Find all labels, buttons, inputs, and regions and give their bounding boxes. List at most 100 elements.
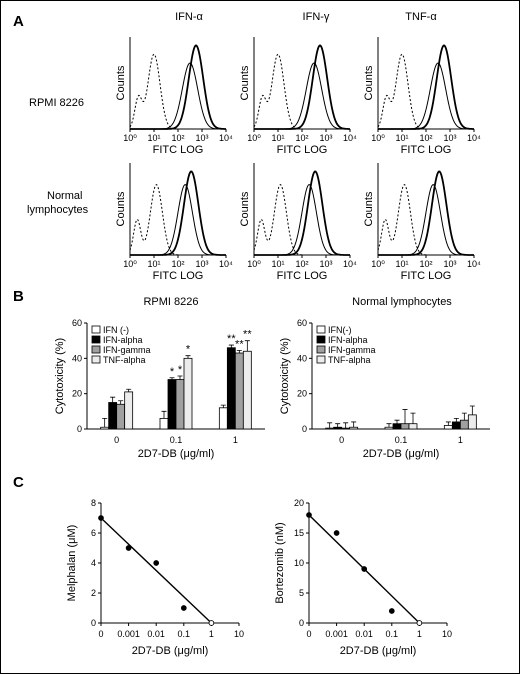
data-point-0: [98, 515, 104, 521]
chart-b-right-title: Normal lymphocytes: [352, 296, 452, 308]
panel-label-b: B: [13, 288, 24, 305]
error-bar: [469, 405, 475, 415]
histogram-ylabel: Counts: [239, 65, 251, 100]
x-tick-label: 1: [209, 629, 214, 639]
legend-label-tnf-alpha: TNF-alpha: [103, 355, 146, 365]
x-tick-label: 0.1: [386, 629, 399, 639]
legend-swatch-ifn: [316, 325, 326, 334]
histogram-ylabel: Counts: [115, 65, 127, 100]
x-tick-label: 0.1: [170, 435, 183, 445]
histogram-tick-label: 10³: [195, 259, 208, 269]
histogram-antigen-curve-bold: [130, 44, 226, 130]
histogram-tick-label: 10³: [319, 133, 332, 143]
histogram-antigen-curve-bold: [378, 44, 474, 130]
legend-label-ifn-alpha: IFN-alpha: [328, 335, 368, 345]
histogram-r1-c2: 10⁰ 10¹ 10² 10³ 10⁴ FITC LOG Counts: [239, 37, 357, 156]
hist-row-label-normal-lymphocytes: Normal lymphocytes: [27, 190, 89, 216]
bar-ifn-alpha-0-1: [167, 379, 177, 430]
data-point-1: [208, 620, 215, 626]
bar-tnf-alpha-0-1: [408, 423, 418, 430]
scatter-axes: [308, 503, 447, 624]
bar-ifn-0: [325, 427, 335, 430]
hist-col-title-tnf-alpha: TNF-α: [405, 11, 437, 23]
bar-tnf-alpha-0: [124, 391, 134, 430]
histogram-xlabel: FITC LOG: [401, 270, 452, 282]
error-bar: [185, 355, 191, 359]
histogram-antigen-curve-bold: [254, 170, 350, 256]
y-tick-label: 0: [299, 618, 304, 628]
scatter-axes: [100, 503, 239, 624]
y-axis-label: Cytotoxicity (%): [54, 338, 66, 414]
x-tick-label: 0.1: [178, 629, 191, 639]
chart-b-right: 0 20 40 60 Cytotoxicity (%) 0 0.1 1 IFN(-)IFN-al…: [279, 318, 490, 460]
hist-col-title-ifn-alpha: IFN-α: [175, 11, 203, 23]
data-point-0-01: [361, 566, 368, 572]
histogram-tick-label: 10²: [295, 259, 308, 269]
bar-ifn-gamma-0: [116, 403, 126, 430]
error-bar: [445, 421, 451, 426]
legend-label-ifn-alpha: IFN-alpha: [103, 335, 143, 345]
histogram-tick-label: 10²: [295, 133, 308, 143]
bar-ifn-0-1: [384, 426, 394, 430]
x-tick-label: 0.001: [117, 629, 140, 639]
error-bar: [220, 404, 226, 408]
x-tick-label: 0: [98, 629, 103, 639]
data-point-0-01: [153, 560, 160, 566]
error-bar: [110, 396, 116, 403]
error-bar: [410, 412, 416, 424]
histogram-control-curve: [377, 183, 474, 256]
histogram-axes: [253, 37, 350, 130]
error-bar: [228, 344, 234, 348]
chart-c-right: 0 5 10 15 20 0 0.001 0.01 0.1 1 10 Bortezomib (nM) 2…: [274, 498, 452, 657]
data-point-0-001: [333, 530, 340, 536]
y-tick-label: 5: [299, 588, 304, 598]
x-tick-label: 0.001: [325, 629, 348, 639]
histogram-antigen-curve-bold: [378, 170, 474, 256]
histogram-axes: [129, 37, 226, 130]
x-tick-label: 1: [417, 629, 422, 639]
histogram-xlabel: FITC LOG: [153, 270, 204, 282]
legend-swatch-tnf-alpha: [316, 355, 326, 364]
histogram-axes: [377, 37, 474, 130]
legend-swatch-ifn: [91, 325, 101, 334]
error-bar: [102, 418, 108, 428]
error-bar: [244, 340, 250, 352]
error-bar: [118, 400, 124, 405]
histogram-tick-label: 10³: [319, 259, 332, 269]
histogram-xlabel: FITC LOG: [277, 144, 328, 156]
histogram-r1-c1: 10⁰ 10¹ 10² 10³ 10⁴ FITC LOG Counts: [115, 37, 233, 156]
y-axis-label: Cytotoxicity (%): [279, 338, 291, 414]
histogram-tick-label: 10⁰: [247, 133, 261, 143]
histogram-tick-label: 10⁴: [343, 133, 357, 143]
data-point-0: [306, 512, 312, 518]
x-tick-label: 0: [114, 435, 119, 445]
x-tick-label: 1: [458, 435, 463, 445]
panel-label-a: A: [13, 13, 24, 30]
histogram-tick-label: 10³: [195, 133, 208, 143]
legend-label-tnf-alpha: TNF-alpha: [328, 355, 371, 365]
bar-ifn-0-1: [159, 417, 169, 430]
data-point-0-1: [388, 608, 395, 614]
legend-swatch-ifn-alpha: [316, 335, 326, 344]
histogram-tick-label: 10¹: [271, 133, 284, 143]
bar-ifn-alpha-0-1: [392, 423, 402, 430]
histogram-control-curve: [253, 183, 350, 256]
bar-ifn-0: [100, 426, 110, 430]
bar-ifn-1: [443, 425, 453, 430]
histogram-xlabel: FITC LOG: [401, 144, 452, 156]
y-tick-label: 0: [91, 618, 96, 628]
histogram-antigen-curve-thin: [254, 184, 350, 256]
x-axis-label: 2D7-DB (μg/ml): [340, 645, 417, 657]
legend-label-ifn-gamma: IFN-gamma: [103, 345, 151, 355]
error-bar: [386, 423, 392, 428]
y-tick-label: 15: [294, 528, 304, 538]
histogram-antigen-curve-thin: [130, 184, 226, 256]
histogram-tick-label: 10¹: [147, 259, 160, 269]
y-tick-label: 40: [72, 353, 82, 363]
fit-line: [100, 517, 212, 624]
data-point-0-1: [180, 605, 187, 611]
x-tick-label: 0.01: [147, 629, 165, 639]
x-tick-label: 1: [233, 435, 238, 445]
bar-tnf-alpha-1: [242, 350, 252, 430]
